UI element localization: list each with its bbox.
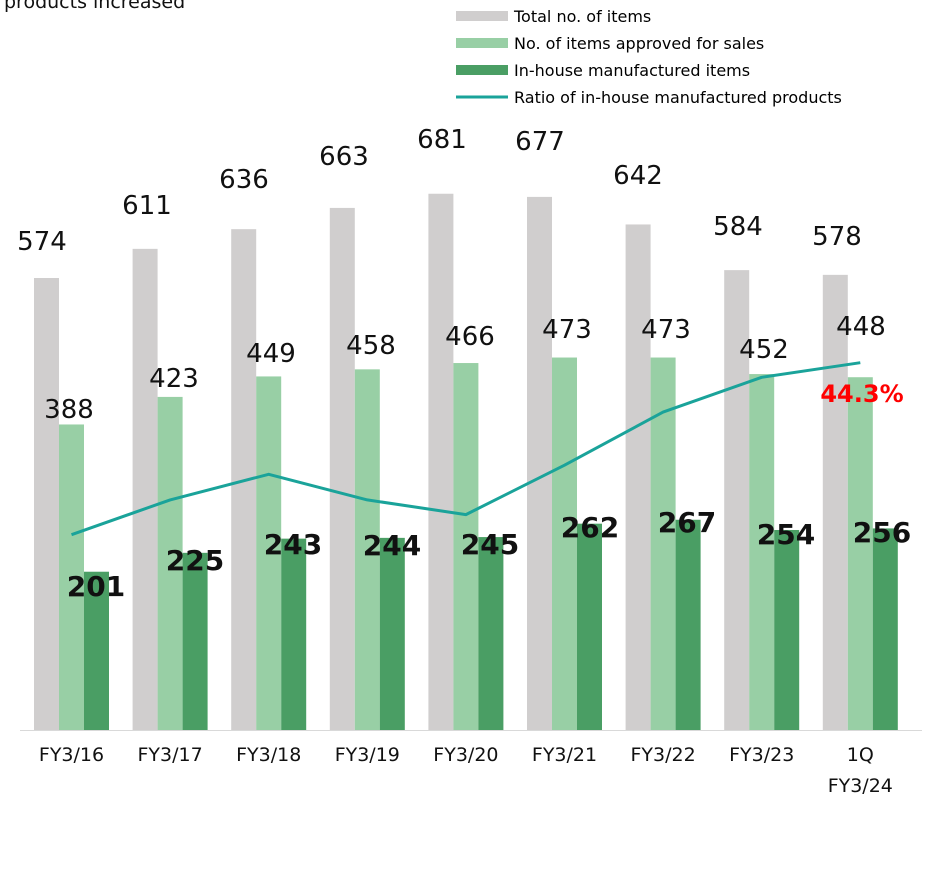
bars-layer xyxy=(34,193,898,731)
legend-ratio-label: Ratio of in-house manufactured products xyxy=(514,88,842,107)
approved-value-label: 458 xyxy=(346,331,396,361)
bar-inhouse xyxy=(675,519,701,730)
approved-value-label: 473 xyxy=(542,315,592,345)
bar-total xyxy=(822,274,848,730)
bar-approved xyxy=(552,357,577,730)
bar-inhouse xyxy=(577,523,602,730)
inhouse-value-label: 244 xyxy=(363,529,421,562)
legend-inhouse-swatch xyxy=(456,65,508,75)
bar-inhouse xyxy=(379,537,405,730)
legend-total-label: Total no. of items xyxy=(513,7,651,26)
bar-inhouse xyxy=(182,552,208,730)
bar-total xyxy=(329,207,355,730)
bar-approved xyxy=(354,369,380,730)
x-tick-label: FY3/17 xyxy=(137,744,202,766)
x-tick-label: FY3/21 xyxy=(532,744,597,766)
bar-total xyxy=(428,193,454,730)
inhouse-value-label: 243 xyxy=(264,528,322,561)
bar-approved xyxy=(749,374,775,730)
inhouse-value-label: 245 xyxy=(461,528,519,561)
legend: Total no. of items No. of items approved … xyxy=(456,7,842,107)
inhouse-value-label: 225 xyxy=(166,544,224,577)
legend-total-swatch xyxy=(456,11,508,21)
bar-total xyxy=(625,224,651,731)
bar-inhouse xyxy=(478,537,504,730)
x-tick-label: FY3/18 xyxy=(236,744,301,766)
total-value-label: 677 xyxy=(515,127,565,157)
approved-value-label: 473 xyxy=(641,315,691,345)
bar-total xyxy=(527,196,552,731)
bar-approved xyxy=(847,377,873,730)
legend-approved-swatch xyxy=(456,38,508,48)
bar-approved xyxy=(453,363,479,730)
bar-inhouse xyxy=(774,529,800,730)
bar-inhouse xyxy=(872,528,898,730)
legend-approved-label: No. of items approved for sales xyxy=(514,34,764,53)
x-tick-label: FY3/20 xyxy=(433,744,498,766)
inhouse-value-label: 201 xyxy=(67,570,125,603)
total-value-label: 663 xyxy=(319,142,369,172)
header-fragment: products increased xyxy=(4,0,185,13)
ratio-value-label: 44.3% xyxy=(820,380,903,408)
x-tick-label: FY3/23 xyxy=(729,744,794,766)
ratio-line xyxy=(71,361,861,537)
approved-value-label: 448 xyxy=(836,312,886,342)
approved-value-label: 466 xyxy=(445,322,495,352)
x-tick-label: FY3/22 xyxy=(630,744,695,766)
x-tick-label: 1Q xyxy=(847,744,874,766)
x-axis: FY3/16 FY3/17 FY3/18 FY3/19 FY3/20 FY3/21 FY3/… xyxy=(20,730,922,797)
total-value-label: 584 xyxy=(713,212,763,242)
total-value-label: 578 xyxy=(812,222,862,252)
inhouse-value-label: 267 xyxy=(658,506,716,539)
bar-approved xyxy=(157,396,183,730)
bar-total xyxy=(34,278,59,730)
ratio-layer xyxy=(71,361,861,537)
bar-approved xyxy=(59,424,84,730)
value-labels-layer: 574 388 201 611 423 225 636 449 243 663 458 244 681 4… xyxy=(17,125,911,603)
x-tick-label: FY3/16 xyxy=(39,744,104,766)
total-value-label: 574 xyxy=(17,227,67,257)
x-tick-label: FY3/19 xyxy=(335,744,400,766)
approved-value-label: 449 xyxy=(246,339,296,369)
approved-value-label: 452 xyxy=(739,335,789,365)
approved-value-label: 388 xyxy=(44,395,94,425)
legend-inhouse-label: In-house manufactured items xyxy=(514,61,750,80)
total-value-label: 681 xyxy=(417,125,467,155)
total-value-label: 636 xyxy=(219,165,269,195)
total-value-label: 642 xyxy=(613,161,663,191)
inhouse-value-label: 256 xyxy=(853,516,911,549)
bar-total xyxy=(724,270,750,730)
approved-value-label: 423 xyxy=(149,364,199,394)
bar-inhouse xyxy=(84,571,109,730)
x-tick-label: FY3/24 xyxy=(828,775,893,797)
total-value-label: 611 xyxy=(122,191,172,221)
inhouse-value-label: 262 xyxy=(561,511,619,544)
bar-approved xyxy=(256,376,282,730)
inhouse-value-label: 254 xyxy=(757,518,815,551)
bar-approved xyxy=(650,357,676,730)
bar-inhouse xyxy=(281,538,307,730)
bar-total xyxy=(132,248,158,730)
